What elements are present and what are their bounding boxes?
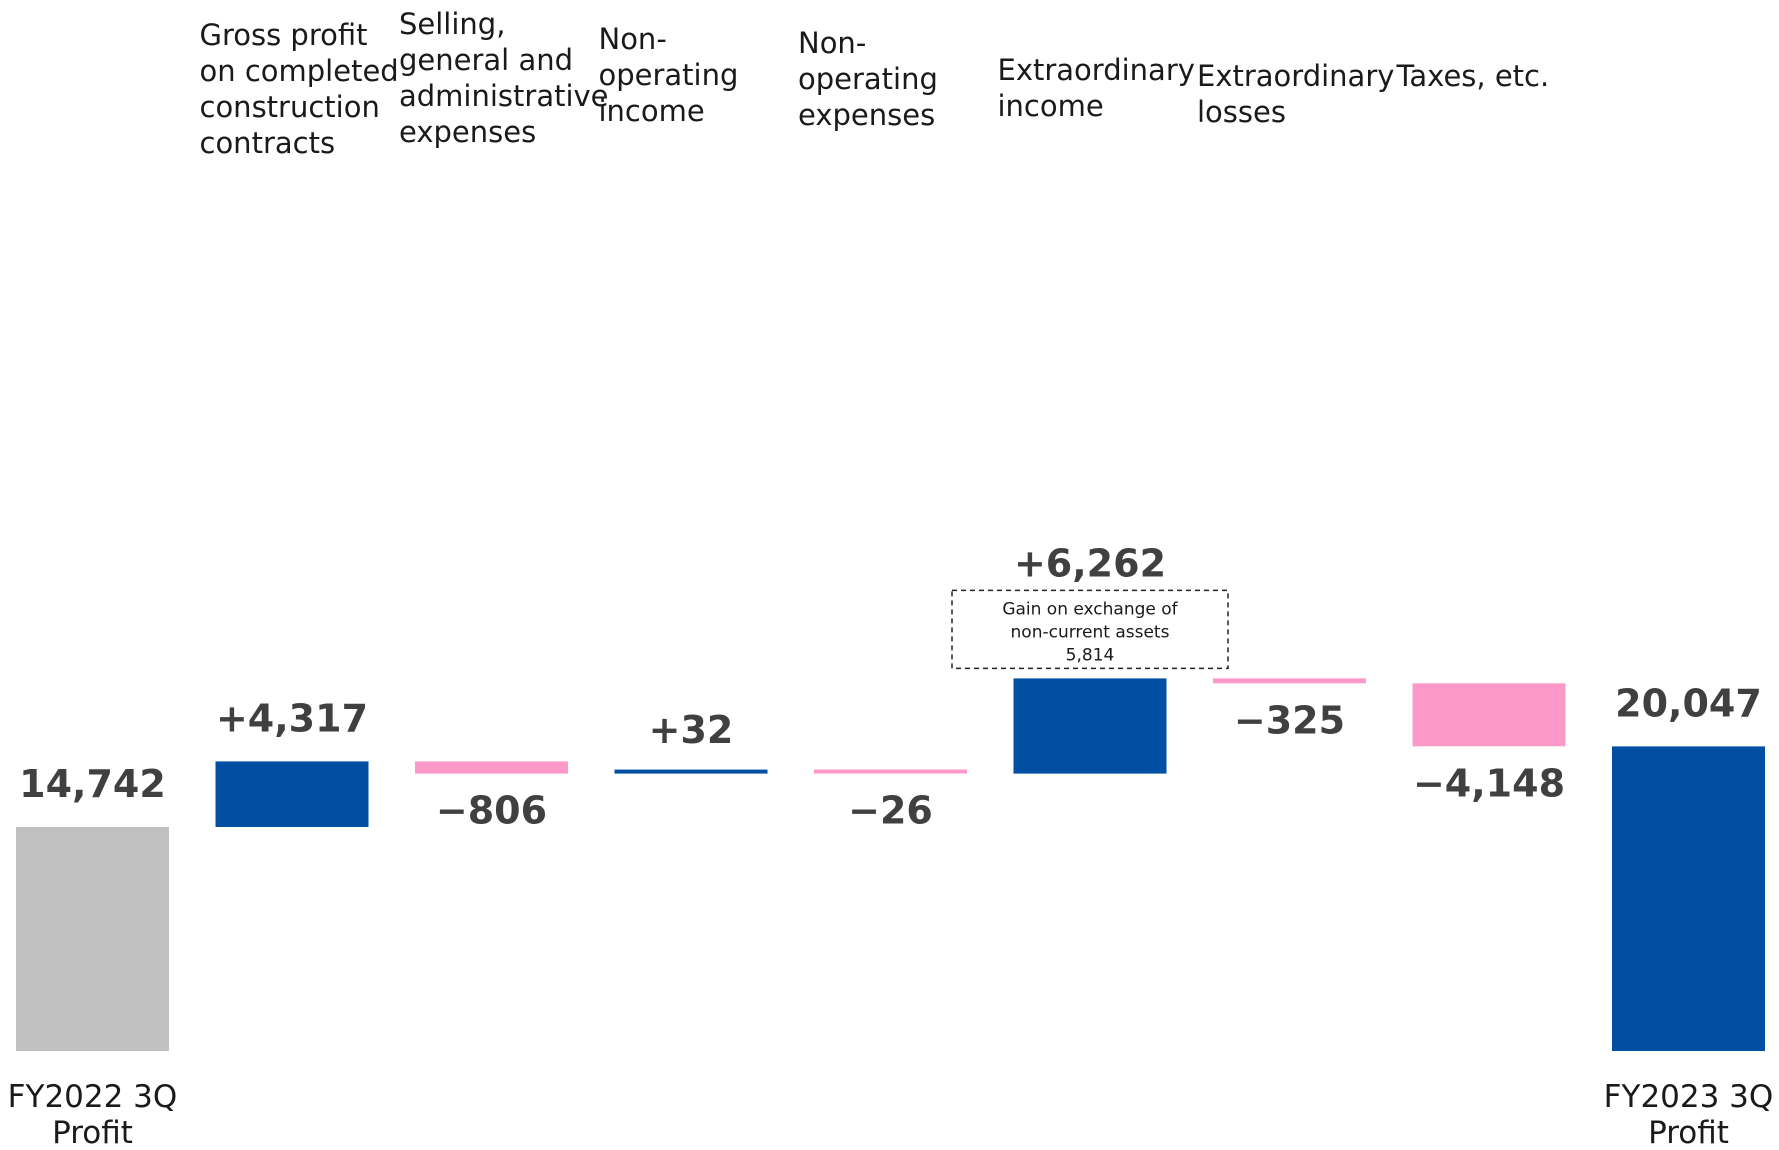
category-label-6: Extraordinary losses [1197,59,1394,129]
category-label-2: Selling, general and administrative expense… [399,7,609,149]
bar-2 [415,761,568,774]
bar-7 [1412,683,1566,747]
category-label-5: Extraordinary income [998,53,1195,123]
value-labels-layer: 14,742 +4,317 −806 +32 −26 +6,262 −325 −4,148 20… [19,541,1762,832]
bar-8 [1612,746,1765,1051]
value-label-8: 20,047 [1615,681,1762,725]
annotation-box [951,589,1229,670]
category-label-8: FY2023 3Q Profit [1604,1079,1774,1150]
category-label-4: Non-operating expenses [798,26,938,132]
annotation-group: Gain on exchange of non-current assets 5,8… [951,589,1229,670]
bar-0 [16,827,169,1051]
annotation-text: Gain on exchange of non-current assets 5,8… [1002,599,1178,665]
value-label-5: +6,262 [1014,541,1166,585]
bar-5 [1013,678,1167,774]
bar-4 [814,769,967,774]
value-label-3: +32 [649,708,734,752]
value-label-6: −325 [1234,698,1345,742]
value-label-4: −26 [848,789,933,833]
category-label-7: Taxes, etc. [1396,59,1550,93]
category-label-1: Gross profit on completed construction cont… [200,18,399,160]
value-label-0: 14,742 [19,762,166,806]
value-label-2: −806 [436,789,547,833]
category-label-3: Non-operating income [599,22,739,128]
bar-1 [215,761,369,827]
category-label-0: FY2022 3Q Profit [8,1079,178,1150]
bars-layer [16,678,1765,1051]
value-label-7: −4,148 [1413,761,1565,805]
bar-3 [614,769,768,774]
value-label-1: +4,317 [216,696,368,740]
bar-6 [1213,678,1366,684]
category-labels-layer: FY2022 3Q Profit Gross profit on completed c… [8,7,1774,1150]
